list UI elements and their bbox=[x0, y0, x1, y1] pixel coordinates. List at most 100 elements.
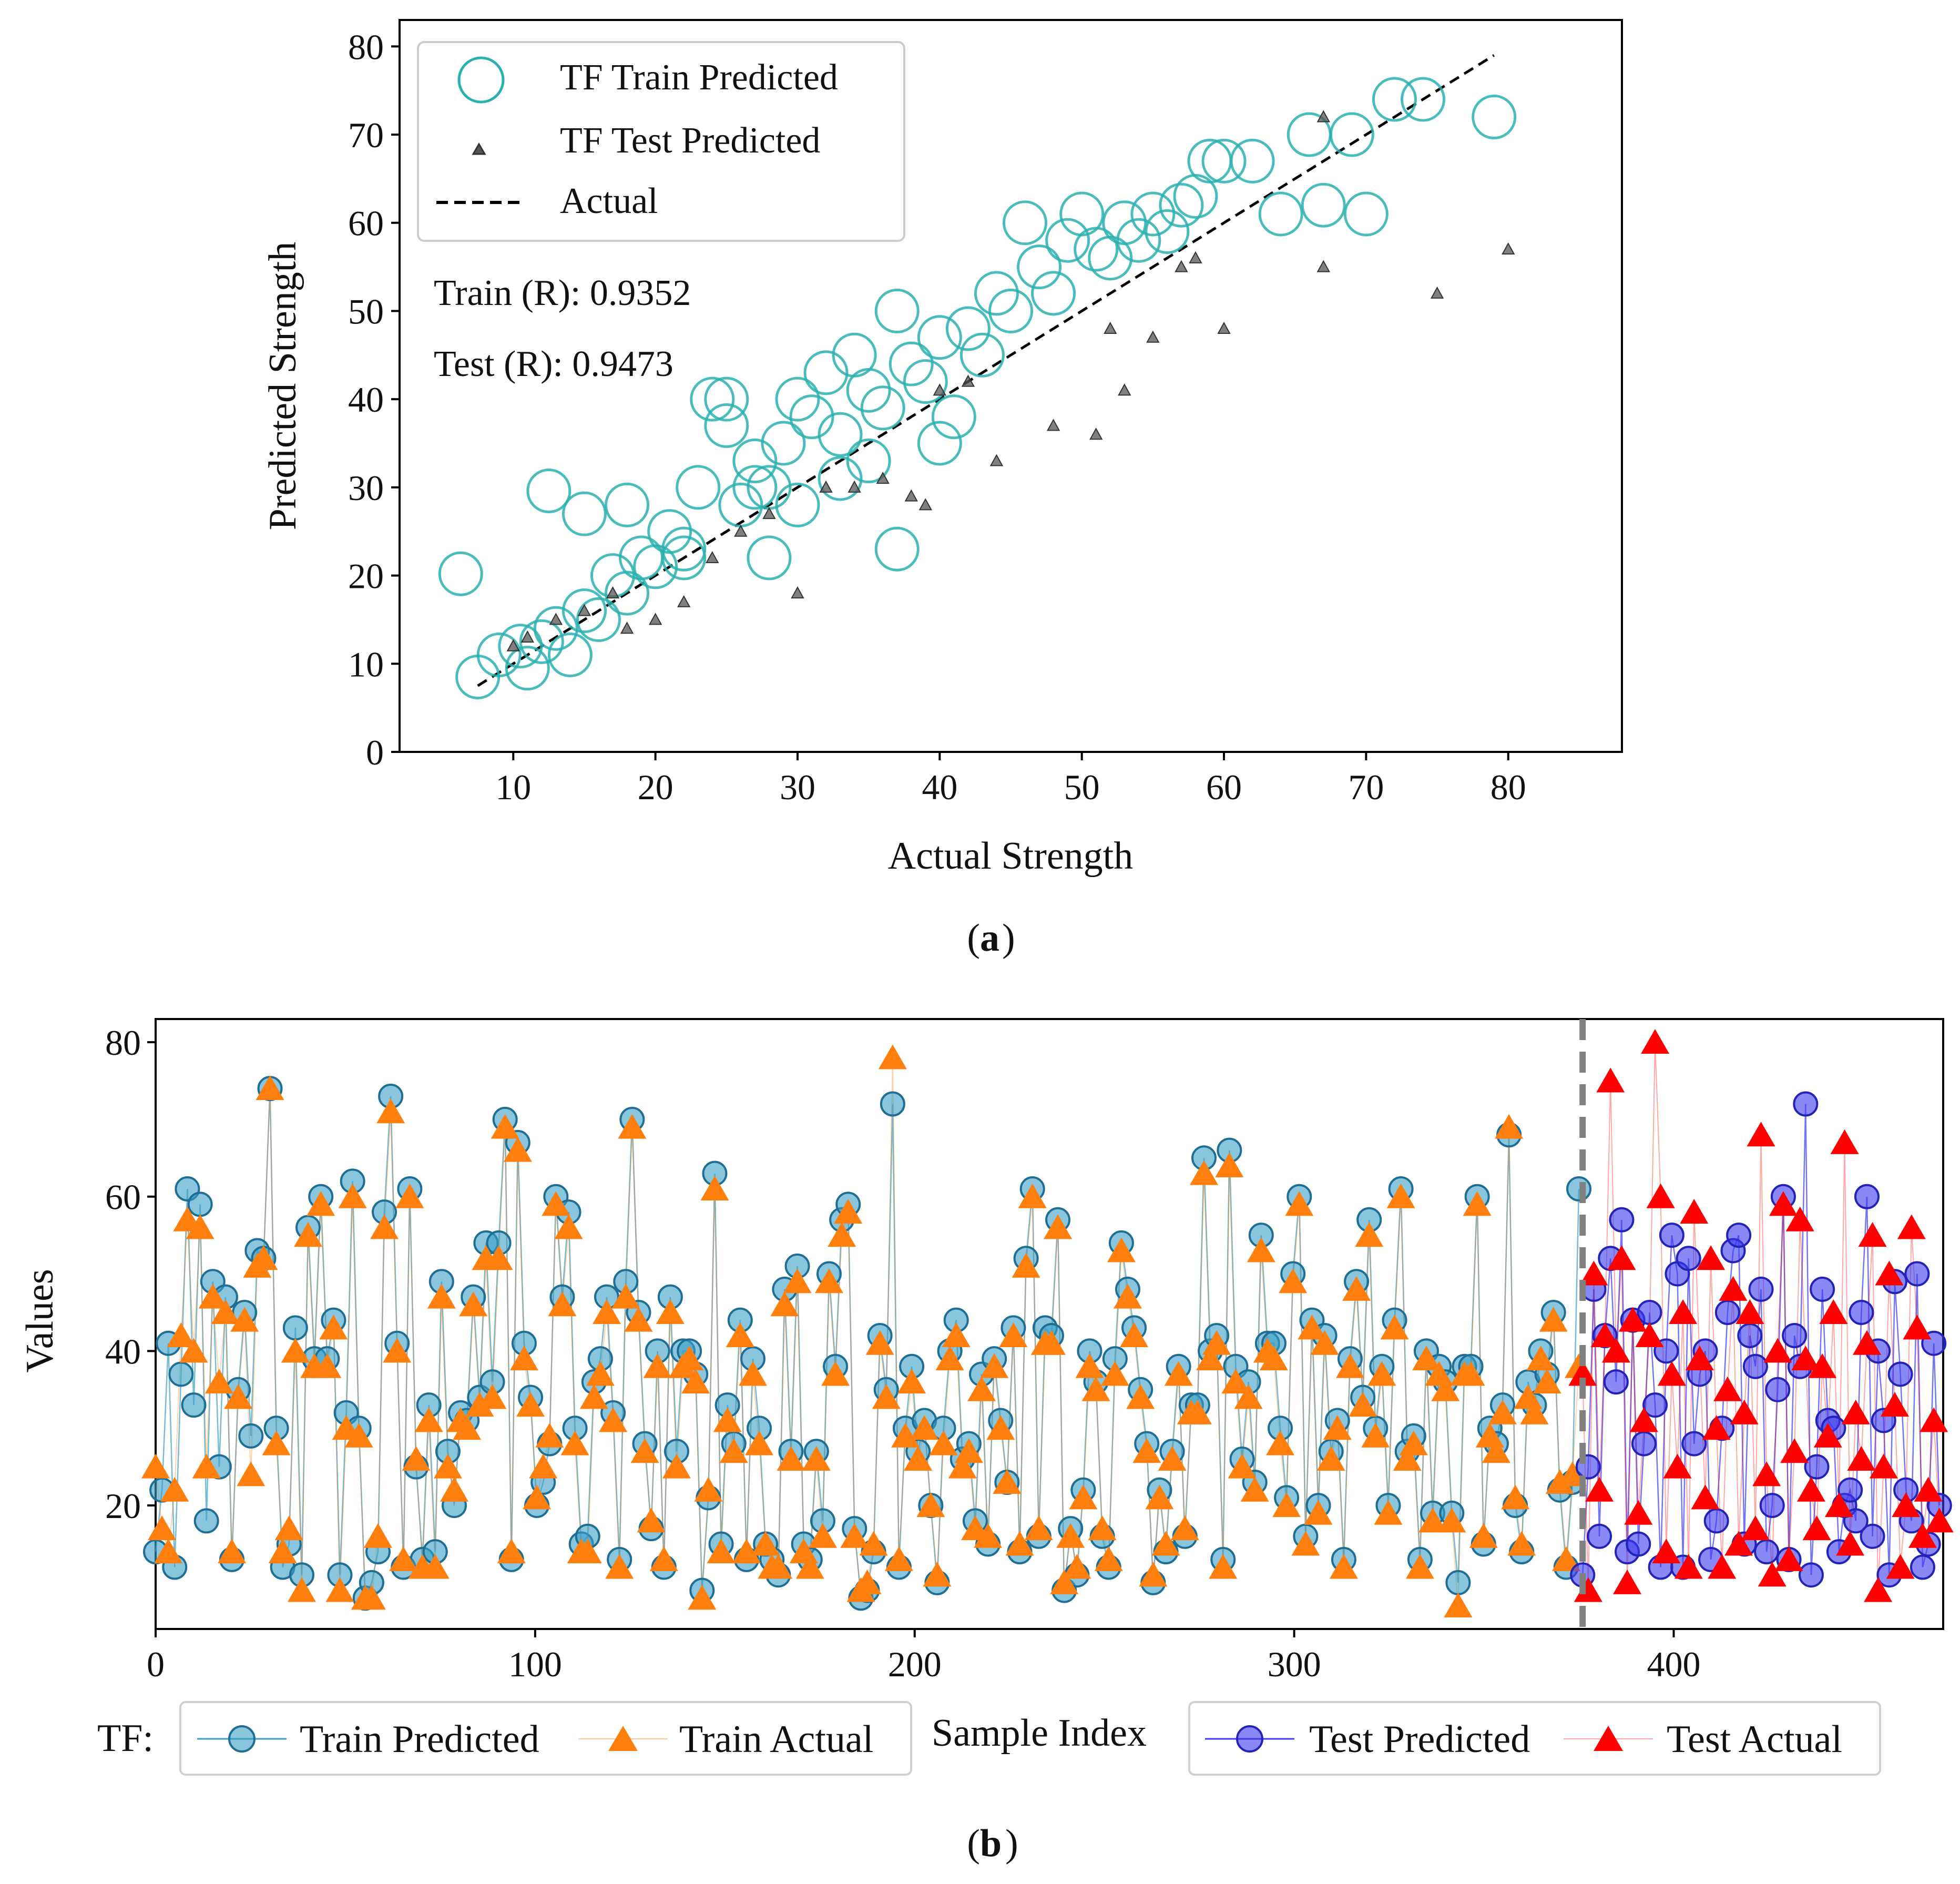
train-actual-point bbox=[325, 1577, 354, 1602]
train-actual-point bbox=[1469, 1523, 1498, 1548]
train-actual-point bbox=[1050, 1569, 1079, 1594]
train-actual-point bbox=[726, 1322, 754, 1348]
test-predicted-point bbox=[1910, 1554, 1935, 1580]
train-actual-point bbox=[573, 1539, 602, 1564]
train-actual-point bbox=[186, 1214, 215, 1239]
panel-b-ylabel: Values bbox=[18, 1269, 62, 1372]
panel-a-paren-open: ( bbox=[967, 916, 980, 960]
x-tick-label: 30 bbox=[780, 767, 815, 807]
train-predicted-point bbox=[238, 1423, 264, 1449]
test-predicted-point bbox=[1854, 1184, 1880, 1209]
train-actual-point bbox=[1342, 1276, 1371, 1301]
train-predicted-point bbox=[519, 619, 564, 664]
train-actual-point bbox=[1075, 1353, 1104, 1378]
train-actual-point bbox=[459, 1291, 488, 1317]
train-actual-point bbox=[948, 1453, 977, 1479]
train-actual-point bbox=[656, 1299, 685, 1324]
train-predicted-point bbox=[1045, 218, 1090, 263]
train-actual-point bbox=[211, 1299, 240, 1324]
test-actual-point bbox=[1613, 1569, 1642, 1594]
train-actual-point bbox=[1183, 1399, 1212, 1424]
train-actual-point bbox=[509, 1346, 538, 1371]
train-actual-point bbox=[1081, 1376, 1110, 1401]
test-actual-point bbox=[1914, 1476, 1943, 1502]
train-predicted-point bbox=[704, 376, 749, 422]
x-tick-label: 100 bbox=[508, 1644, 562, 1684]
legend-train-predicted: TF Train Predicted bbox=[560, 57, 838, 98]
train-actual-point bbox=[1437, 1508, 1466, 1533]
test-predicted-point bbox=[1118, 383, 1131, 396]
train-actual-point bbox=[249, 1245, 278, 1270]
test-predicted-point bbox=[1887, 1361, 1913, 1387]
train-actual-point bbox=[1551, 1546, 1580, 1571]
test-predicted-point bbox=[1904, 1261, 1930, 1287]
train-actual-point bbox=[1374, 1500, 1403, 1525]
legend-test-triangle-icon bbox=[472, 142, 486, 155]
train-actual-point bbox=[1145, 1484, 1174, 1510]
train-predicted-point bbox=[818, 456, 863, 501]
train-actual-point bbox=[884, 1546, 913, 1571]
test-predicted-point bbox=[1626, 1531, 1651, 1557]
train-actual-point bbox=[1380, 1315, 1409, 1340]
test-actual-point bbox=[1741, 1515, 1770, 1541]
test-actual-point bbox=[1574, 1577, 1602, 1602]
train-actual-point bbox=[834, 1199, 863, 1224]
panel-b-xlabel: Sample Index bbox=[932, 1712, 1147, 1755]
train-actual-point bbox=[1120, 1322, 1149, 1348]
test-actual-point bbox=[1663, 1453, 1692, 1479]
train-actual-point bbox=[548, 1291, 577, 1317]
train-actual-point bbox=[1012, 1252, 1040, 1278]
test-predicted-point bbox=[648, 613, 662, 625]
train-actual-point bbox=[764, 1554, 793, 1579]
train-actual-point bbox=[637, 1508, 666, 1533]
test-actual-point bbox=[1568, 1361, 1597, 1386]
test-predicted-point bbox=[876, 472, 890, 484]
train-actual-point bbox=[218, 1539, 247, 1564]
test-actual-point bbox=[1875, 1260, 1904, 1286]
train-actual-point bbox=[1107, 1237, 1136, 1262]
train-actual-point bbox=[338, 1183, 367, 1208]
train-actual-point bbox=[497, 1539, 526, 1564]
train-predicted-point bbox=[732, 439, 778, 484]
test-predicted-point bbox=[918, 498, 932, 511]
train-actual-point bbox=[1488, 1399, 1517, 1424]
test-predicted-point bbox=[1754, 1539, 1780, 1565]
train-actual-point bbox=[274, 1515, 303, 1541]
test-actual-point bbox=[1808, 1353, 1837, 1378]
train-actual-point bbox=[294, 1222, 323, 1247]
test-actual-point bbox=[1601, 1338, 1630, 1363]
test-predicted-point bbox=[1175, 260, 1188, 272]
train-actual-point bbox=[141, 1453, 170, 1479]
train-actual-point bbox=[1349, 1392, 1377, 1417]
train-actual-point bbox=[230, 1307, 259, 1332]
test-predicted-point bbox=[520, 630, 535, 643]
train-actual-point bbox=[256, 1075, 284, 1101]
train-actual-point bbox=[1279, 1268, 1308, 1294]
test-actual-point bbox=[1836, 1531, 1865, 1556]
train-actual-point bbox=[859, 1531, 888, 1556]
test-predicted-point bbox=[1316, 110, 1330, 123]
train-actual-point bbox=[287, 1577, 316, 1602]
train-actual-point bbox=[1412, 1346, 1441, 1371]
test-actual-point bbox=[1830, 1129, 1859, 1154]
train-actual-point bbox=[1482, 1438, 1510, 1463]
test-actual-point bbox=[1697, 1245, 1726, 1270]
train-r-annotation: Train (R): 0.9352 bbox=[434, 273, 691, 313]
train-actual-point bbox=[491, 1114, 519, 1139]
train-actual-point bbox=[579, 1384, 608, 1409]
test-actual-point bbox=[1847, 1445, 1876, 1471]
train-actual-point bbox=[389, 1546, 418, 1571]
train-predicted-point bbox=[1201, 138, 1247, 184]
test-actual-point bbox=[1796, 1476, 1825, 1502]
train-actual-point bbox=[624, 1307, 653, 1332]
train-actual-point bbox=[1247, 1237, 1275, 1262]
test-predicted-point bbox=[1631, 1431, 1657, 1457]
test-actual-point bbox=[1774, 1546, 1803, 1571]
train-actual-point bbox=[840, 1523, 869, 1548]
legend-test-predicted: TF Test Predicted bbox=[560, 120, 820, 161]
panel-b-legend-right-box bbox=[1188, 1701, 1881, 1776]
train-actual-point bbox=[954, 1438, 983, 1463]
train-actual-point bbox=[904, 1445, 933, 1471]
train-actual-point bbox=[1310, 1330, 1339, 1355]
train-actual-point bbox=[1329, 1554, 1358, 1579]
